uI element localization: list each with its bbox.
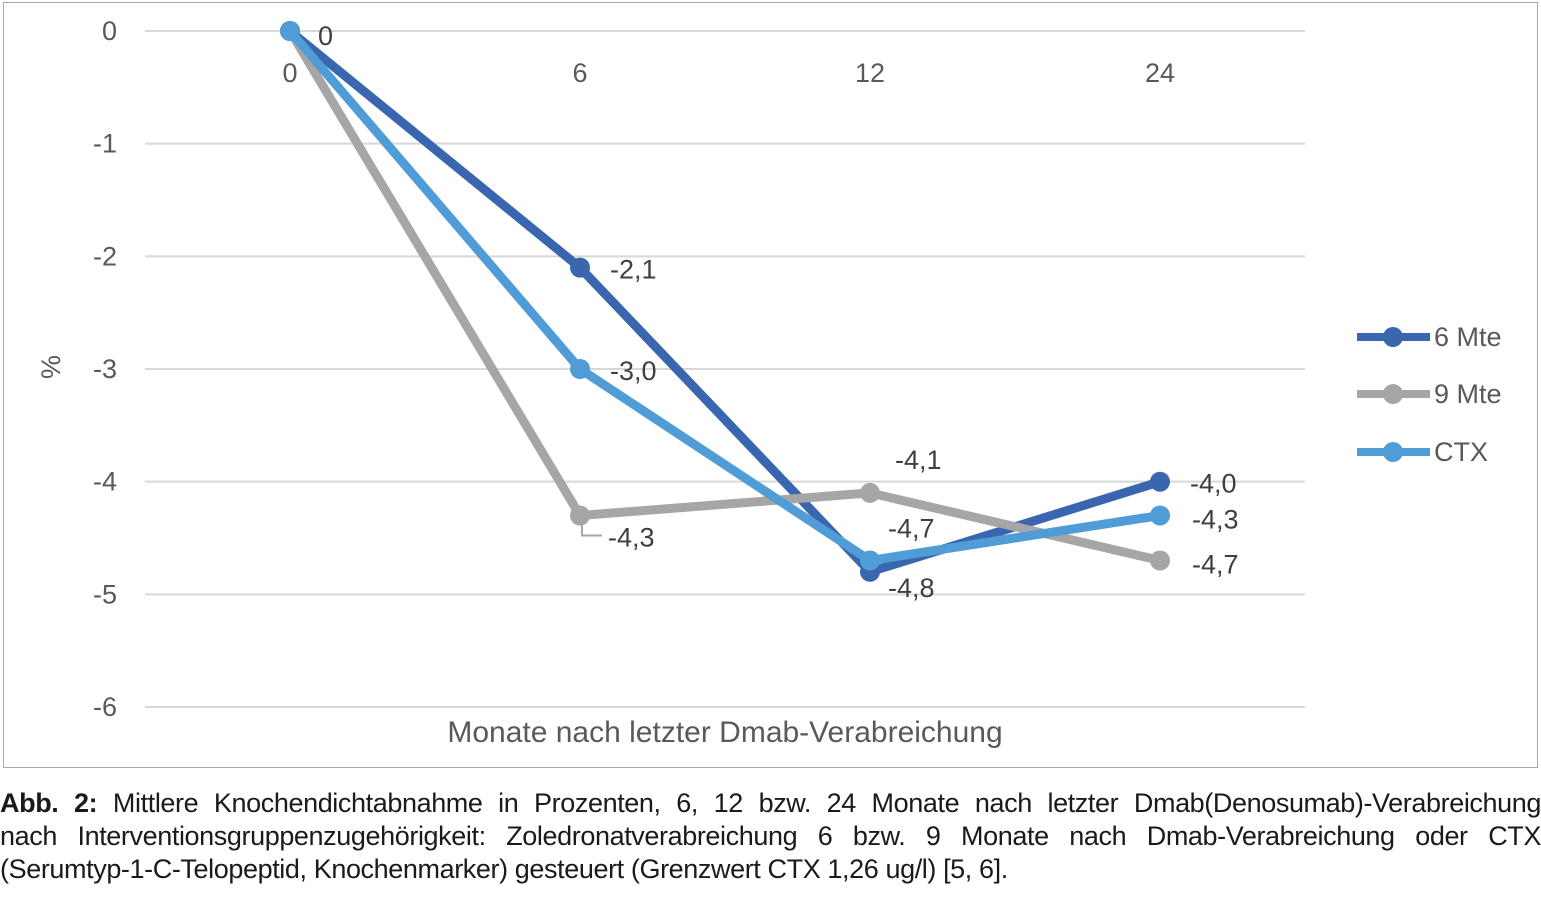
- legend-label-6-mte: 6 Mte: [1434, 322, 1502, 352]
- data-label: -4,7: [1192, 550, 1239, 580]
- series-marker-6-mte: [1150, 471, 1170, 492]
- data-label: -3,0: [610, 356, 657, 386]
- series-marker-ctx: [570, 359, 590, 379]
- data-label: -4,1: [895, 445, 942, 475]
- caption-line-3: (Serumtyp-1-C-Telopeptid, Knochenmarker)…: [0, 854, 1008, 884]
- x-axis-title: Monate nach letzter Dmab-Verabreichung: [447, 716, 1002, 749]
- series-marker-9-mte: [570, 505, 590, 526]
- series-marker-9-mte: [1150, 550, 1170, 571]
- data-label: 0: [318, 21, 333, 51]
- data-label: -4,7: [888, 514, 935, 544]
- y-axis-title: %: [36, 355, 66, 379]
- x-tick-label: 6: [572, 58, 587, 88]
- y-tick-label: -4: [93, 467, 117, 497]
- y-tick-label: 0: [102, 16, 117, 46]
- figure-caption: Abb. 2: Mittlere Knochendichtabnahme in …: [0, 787, 1541, 886]
- caption-line-2: nach Interventionsgruppenzugehörigkeit: …: [0, 821, 1541, 851]
- data-label: -4,3: [1192, 504, 1239, 534]
- data-label: -2,1: [610, 255, 657, 285]
- y-tick-label: -6: [93, 692, 117, 722]
- series-marker-ctx: [860, 550, 880, 571]
- series-marker-ctx: [1150, 505, 1170, 526]
- legend-label-ctx: CTX: [1434, 437, 1488, 467]
- series-marker-ctx: [280, 21, 300, 41]
- legend-marker-ctx: [1383, 442, 1403, 462]
- caption-line-1: Abb. 2: Mittlere Knochendichtabnahme in …: [0, 787, 1541, 820]
- series-marker-6-mte: [570, 257, 590, 278]
- caption-figure-label: Abb. 2:: [0, 788, 98, 818]
- data-label-leader-line: [581, 521, 602, 537]
- chart-frame: [3, 2, 1538, 768]
- series-marker-9-mte: [860, 482, 880, 503]
- y-tick-label: -1: [93, 129, 117, 159]
- y-tick-label: -2: [93, 241, 117, 271]
- legend-label-9-mte: 9 Mte: [1434, 379, 1502, 409]
- series-line-9-mte: [285, 26, 1165, 565]
- line-chart: 0 -1 -2 -3 -4 -5 -6 0 6 12 24 Monate nach letzter D…: [3, 2, 1538, 768]
- data-label: -4,3: [608, 522, 655, 552]
- y-tick-label: -5: [93, 579, 117, 609]
- legend-marker-9-mte: [1383, 384, 1403, 404]
- x-tick-label: 12: [855, 58, 885, 88]
- x-tick-label: 24: [1145, 58, 1175, 88]
- y-tick-label: -3: [93, 354, 117, 384]
- data-label: -4,8: [888, 573, 935, 603]
- legend-marker-6-mte: [1383, 327, 1403, 347]
- series-line-ctx: [285, 26, 1165, 565]
- data-label: -4,0: [1190, 469, 1237, 499]
- caption-line-1-text: Mittlere Knochendichtabnahme in Prozente…: [97, 788, 1541, 818]
- x-tick-label: 0: [282, 58, 297, 88]
